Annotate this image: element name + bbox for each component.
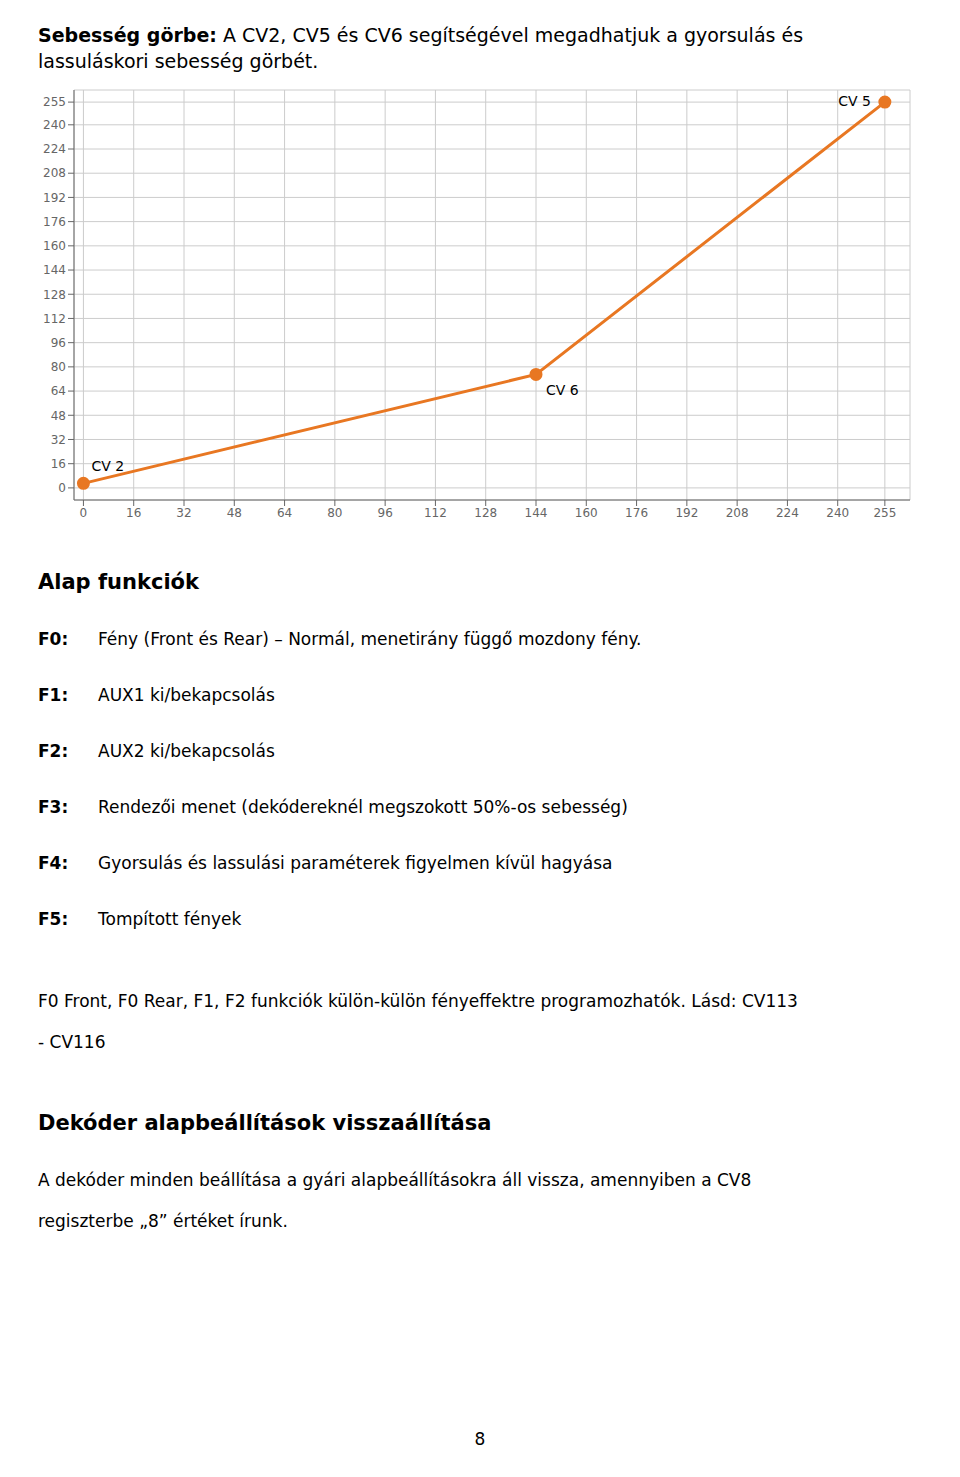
html-text:AUX1 ki/bekapcsolás: AUX1 ki/bekapcsolás bbox=[98, 685, 275, 705]
html-text:Sebesség görbe: A CV2, CV5 és: Sebesség görbe: A CV2, CV5 és CV6 segíts… bbox=[38, 24, 804, 72]
svg-text:144: 144 bbox=[525, 506, 548, 520]
html-text:F5:: F5: bbox=[38, 909, 69, 929]
html-text:8: 8 bbox=[474, 1429, 486, 1449]
svg-text:128: 128 bbox=[474, 506, 497, 520]
svg-text:255: 255 bbox=[873, 506, 896, 520]
svg-text:176: 176 bbox=[43, 215, 66, 229]
svg-text:192: 192 bbox=[43, 191, 66, 205]
svg-text:224: 224 bbox=[776, 506, 799, 520]
html-text:Tompított fények: Tompított fények bbox=[98, 909, 242, 929]
svg-text:48: 48 bbox=[227, 506, 242, 520]
html-text:F4:: F4: bbox=[38, 853, 69, 873]
svg-text:80: 80 bbox=[51, 360, 66, 374]
svg-text:160: 160 bbox=[575, 506, 598, 520]
html-text:Gyorsulás és lassulási paramét: Gyorsulás és lassulási paraméterek figye… bbox=[98, 853, 613, 873]
html-text:Rendezői menet (dekódereknél m: Rendezői menet (dekódereknél megszokott … bbox=[98, 797, 628, 817]
svg-text:CV 6: CV 6 bbox=[546, 382, 579, 398]
html-text:F1:: F1: bbox=[38, 685, 69, 705]
svg-text:160: 160 bbox=[43, 239, 66, 253]
html-text:F0:: F0: bbox=[38, 629, 69, 649]
svg-text:96: 96 bbox=[51, 336, 66, 350]
svg-text:112: 112 bbox=[424, 506, 447, 520]
svg-text:64: 64 bbox=[277, 506, 292, 520]
svg-text:224: 224 bbox=[43, 142, 66, 156]
svg-text:112: 112 bbox=[43, 312, 66, 326]
html-text:Alap funkciók: Alap funkciók bbox=[38, 570, 199, 594]
svg-text:255: 255 bbox=[43, 95, 66, 109]
svg-text:32: 32 bbox=[176, 506, 191, 520]
svg-text:0: 0 bbox=[80, 506, 88, 520]
svg-text:0: 0 bbox=[58, 481, 66, 495]
html-text:F2:: F2: bbox=[38, 741, 69, 761]
svg-text:48: 48 bbox=[51, 409, 66, 423]
html-text:F3:: F3: bbox=[38, 797, 69, 817]
svg-text:80: 80 bbox=[327, 506, 342, 520]
svg-text:176: 176 bbox=[625, 506, 648, 520]
html-text:Dekóder alapbeállítások vissza: Dekóder alapbeállítások visszaállítása bbox=[38, 1111, 492, 1135]
svg-text:128: 128 bbox=[43, 288, 66, 302]
svg-text:144: 144 bbox=[43, 263, 66, 277]
svg-text:16: 16 bbox=[51, 457, 66, 471]
svg-text:16: 16 bbox=[126, 506, 141, 520]
svg-text:192: 192 bbox=[675, 506, 698, 520]
svg-text:CV 5: CV 5 bbox=[838, 93, 871, 109]
html-text:A dekóder minden beállítása a: A dekóder minden beállítása a gyári alap… bbox=[38, 1170, 752, 1231]
svg-text:32: 32 bbox=[51, 433, 66, 447]
svg-text:64: 64 bbox=[51, 384, 66, 398]
svg-text:240: 240 bbox=[826, 506, 849, 520]
html-text:Fény (Front és Rear) – Normál,: Fény (Front és Rear) – Normál, menetirán… bbox=[98, 629, 642, 649]
svg-text:96: 96 bbox=[378, 506, 393, 520]
svg-text:240: 240 bbox=[43, 118, 66, 132]
svg-text:CV 2: CV 2 bbox=[91, 458, 124, 474]
svg-text:208: 208 bbox=[43, 166, 66, 180]
html-text:F0 Front, F0 Rear, F1, F2 funk: F0 Front, F0 Rear, F1, F2 funkciók külön… bbox=[38, 991, 798, 1052]
html-text:AUX2 ki/bekapcsolás: AUX2 ki/bekapcsolás bbox=[98, 741, 275, 761]
svg-text:208: 208 bbox=[726, 506, 749, 520]
